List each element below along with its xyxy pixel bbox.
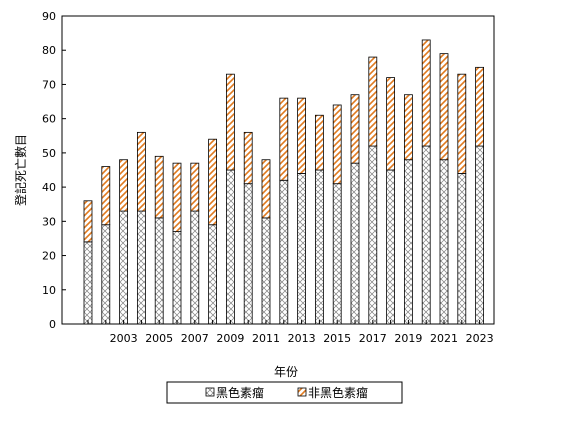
x-axis-title: 年份: [274, 365, 298, 379]
bar-melanoma: [243, 183, 253, 325]
y-axis-title: 登記死亡數目: [13, 134, 28, 206]
bar-non-melanoma: [101, 166, 111, 226]
y-axis: 0 10 20 30 40 50 60 70 80 90: [42, 10, 66, 331]
bar-melanoma: [83, 241, 93, 325]
bar-melanoma: [172, 231, 182, 325]
bar-melanoma: [154, 217, 164, 325]
y-tick-label: 70: [42, 78, 56, 91]
bar-melanoma: [350, 162, 360, 325]
bar-melanoma: [403, 159, 413, 325]
bar-melanoma: [279, 179, 289, 325]
bar-non-melanoma: [243, 131, 253, 185]
bar-non-melanoma: [190, 162, 200, 212]
bar-melanoma: [368, 145, 378, 325]
y-tick-label: 40: [42, 181, 56, 194]
bar-melanoma: [457, 173, 467, 325]
y-tick-label: 50: [42, 147, 56, 160]
bar-non-melanoma: [225, 73, 235, 171]
bar-non-melanoma: [261, 159, 271, 219]
bar-non-melanoma: [368, 56, 378, 147]
bar-non-melanoma: [457, 73, 467, 174]
x-tick-label: 2015: [323, 332, 351, 345]
bar-non-melanoma: [154, 155, 164, 219]
bar-non-melanoma: [475, 66, 485, 147]
bar-melanoma: [101, 224, 111, 325]
bar-non-melanoma: [119, 159, 128, 212]
bar-melanoma: [386, 169, 396, 325]
bar-non-melanoma: [386, 77, 396, 171]
legend-label-melanoma: 黑色素瘤: [216, 385, 264, 400]
x-tick-label: 2017: [359, 332, 387, 345]
bar-melanoma: [314, 169, 324, 325]
bar-non-melanoma: [208, 138, 218, 226]
bar-non-melanoma: [297, 97, 307, 174]
y-tick-label: 60: [42, 113, 56, 126]
bar-melanoma: [421, 145, 431, 325]
x-tick-label: 2021: [430, 332, 458, 345]
y-tick-label: 0: [49, 318, 56, 331]
bar-melanoma: [119, 210, 128, 325]
bar-non-melanoma: [332, 104, 342, 185]
bar-melanoma: [225, 169, 235, 325]
legend-label-non-melanoma: 非黑色素瘤: [308, 385, 368, 400]
x-tick-label: 2013: [288, 332, 316, 345]
legend: 黑色素瘤 非黑色素瘤: [166, 381, 403, 404]
bar-melanoma: [208, 224, 218, 325]
bar-melanoma: [332, 183, 342, 325]
bar-melanoma: [190, 210, 200, 325]
legend-swatch-melanoma: [205, 387, 215, 397]
x-tick-label: 2023: [466, 332, 494, 345]
bar-non-melanoma: [136, 131, 146, 212]
x-tick-label: 2003: [110, 332, 138, 345]
legend-frame: [166, 381, 403, 404]
bar-non-melanoma: [350, 94, 360, 164]
bar-melanoma: [297, 173, 307, 325]
bar-melanoma: [475, 145, 485, 325]
x-tick-label: 2005: [145, 332, 173, 345]
y-tick-label: 30: [42, 215, 56, 228]
y-tick-label: 80: [42, 44, 56, 57]
x-tick-label: 2019: [394, 332, 422, 345]
y-tick-label: 90: [42, 10, 56, 23]
bar-non-melanoma: [421, 39, 431, 147]
bar-melanoma: [439, 159, 449, 325]
x-axis: 2003 2005 2007 2009 2011 2013 2015 2017 2019 2021…: [87, 320, 494, 345]
legend-swatch-non-melanoma: [297, 387, 307, 397]
y-tick-label: 20: [42, 250, 56, 263]
bar-melanoma: [136, 210, 146, 325]
x-tick-label: 2011: [252, 332, 280, 345]
bar-melanoma: [261, 217, 271, 325]
x-tick-label: 2007: [181, 332, 209, 345]
bar-non-melanoma: [314, 114, 324, 171]
bar-non-melanoma: [83, 200, 93, 243]
bar-non-melanoma: [439, 53, 449, 161]
y-tick-label: 10: [42, 284, 56, 297]
bar-non-melanoma: [279, 97, 289, 181]
bar-non-melanoma: [172, 162, 182, 232]
bar-non-melanoma: [403, 94, 413, 161]
x-tick-label: 2009: [216, 332, 244, 345]
bars: [83, 39, 485, 325]
